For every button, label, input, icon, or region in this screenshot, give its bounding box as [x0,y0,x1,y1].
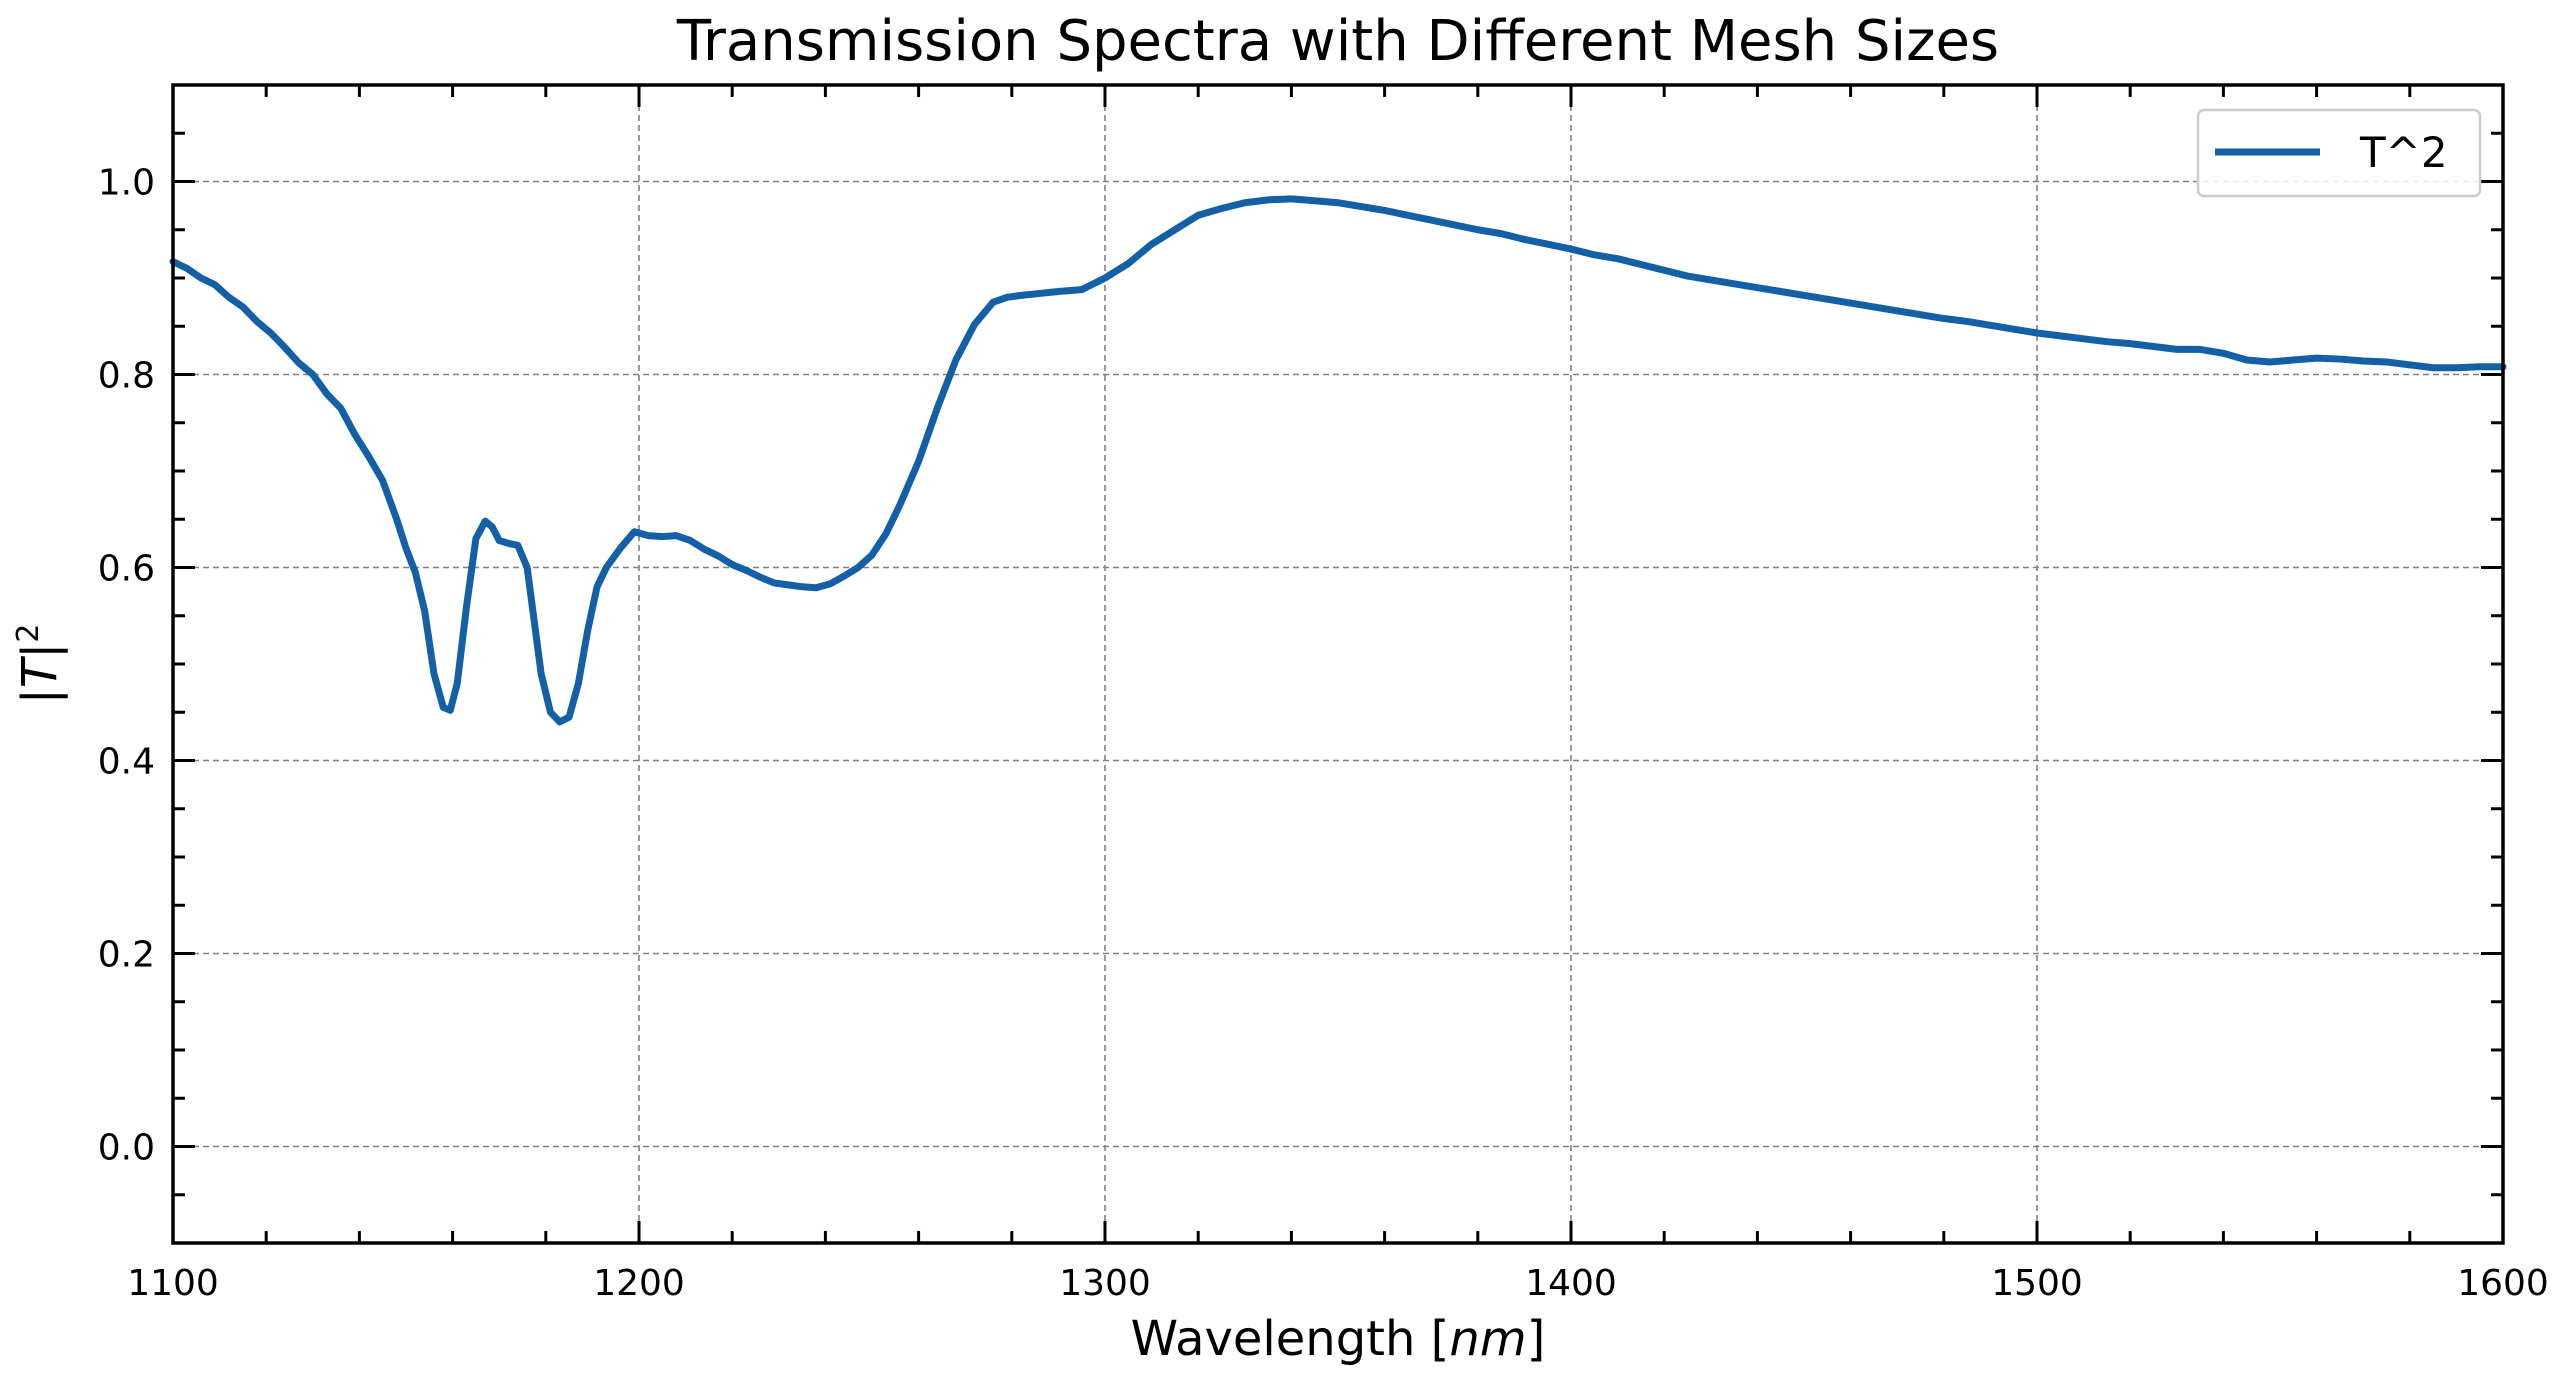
legend-box [2196,108,2482,198]
y-tick-label: 0.6 [98,549,155,590]
x-tick-label: 1300 [1059,1263,1151,1304]
legend-label: T^2 [2359,128,2448,177]
x-axis-label-suffix: ] [1527,1311,1546,1367]
y-tick-label: 0.2 [98,935,155,976]
x-axis-label-unit: nm [1449,1311,1526,1367]
y-axis-label: |T|2 [11,624,68,705]
y-tick-label: 0.8 [98,356,155,397]
legend: T^2 [2196,108,2482,198]
series [169,195,2507,726]
x-axis-label-prefix: Wavelength [ [1131,1311,1450,1367]
y-axis-label-symbol: T [12,655,68,688]
x-tick-label: 1200 [593,1263,685,1304]
plot-frame [171,83,2505,1245]
y-axis-label-prefix: | [12,688,68,704]
x-tick-label: 1400 [1525,1263,1617,1304]
y-tick-label: 0.0 [98,1128,155,1169]
grid [173,85,2503,1243]
y-tick-label: 0.4 [98,742,155,783]
x-tick-label: 1100 [127,1263,219,1304]
y-axis-label-superscript: 2 [11,624,46,643]
chart-title: Transmission Spectra with Different Mesh… [676,9,1999,74]
x-axis-label: Wavelength [nm] [1131,1311,1546,1367]
ticks [171,83,2505,1245]
series-line-t2 [169,195,2507,726]
x-tick-label: 1600 [2457,1263,2549,1304]
y-axis-label-suffix: | [12,643,68,659]
x-tick-label: 1500 [1991,1263,2083,1304]
tick-labels: 1100 1200 1300 1400 1500 1600 0.0 0.2 0.4 0.6 0.8 1… [98,163,2549,1305]
y-tick-label: 1.0 [98,163,155,204]
